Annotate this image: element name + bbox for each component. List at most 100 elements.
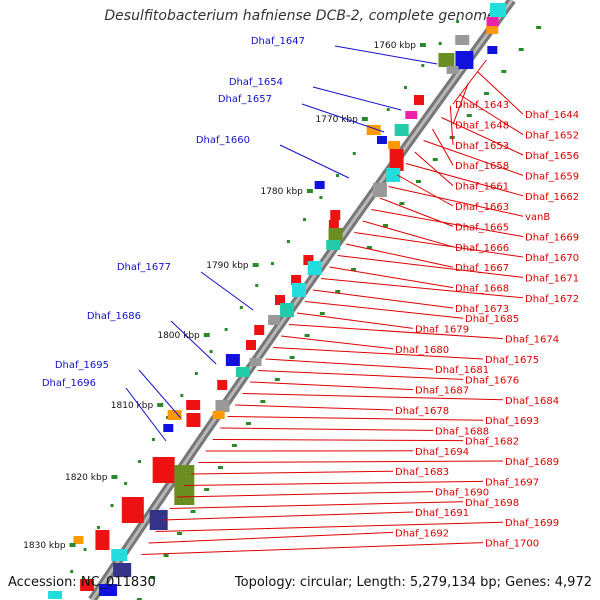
reverse-leader — [273, 347, 484, 360]
tick-dot-left — [83, 548, 87, 551]
gene-glyph — [486, 26, 499, 34]
tick-label: 1800 kbp — [157, 331, 200, 341]
reverse-leader — [304, 301, 464, 319]
reverse-gene-label: Dhaf_1673 — [455, 304, 509, 315]
reverse-gene-label: Dhaf_1698 — [465, 498, 519, 509]
tick-dot-right — [366, 246, 372, 249]
tick-dot-left — [239, 306, 243, 309]
reverse-gene-label: Dhaf_1689 — [505, 457, 559, 468]
tick-dot-right — [246, 422, 252, 425]
tick-dot-left — [352, 152, 356, 155]
topology-summary: Topology: circular; Length: 5,279,134 bp… — [234, 575, 592, 590]
gene-glyph — [275, 295, 285, 305]
tick-label: 1780 kbp — [260, 187, 303, 197]
tick-mark — [361, 117, 368, 121]
tick-mark — [306, 189, 313, 193]
reverse-leader — [250, 381, 414, 391]
reverse-leader — [148, 531, 394, 544]
tick-label: 1760 kbp — [374, 41, 417, 51]
reverse-leader — [452, 82, 469, 125]
gene-glyph — [438, 53, 455, 67]
reverse-leader — [405, 163, 524, 197]
gene-glyph — [268, 315, 281, 325]
reverse-gene-label: Dhaf_1684 — [505, 396, 559, 407]
forward-leader — [138, 369, 182, 419]
tick-dot-right — [274, 378, 280, 381]
forward-gene-label: Dhaf_1677 — [117, 262, 171, 273]
reverse-leader — [288, 324, 504, 340]
forward-leader — [301, 103, 385, 133]
reverse-gene-label: Dhaf_1685 — [465, 314, 519, 325]
gene-glyph — [328, 228, 343, 242]
reverse-leader — [362, 220, 454, 248]
reverse-leader — [477, 71, 524, 115]
tick-dot-left — [70, 570, 74, 573]
reverse-gene-label: Dhaf_1679 — [415, 324, 469, 335]
reverse-gene-label: vanB — [525, 212, 550, 223]
reverse-gene-label: Dhaf_1661 — [455, 182, 509, 193]
forward-gene-label: Dhaf_1647 — [251, 36, 305, 47]
reverse-gene-label: Dhaf_1669 — [525, 233, 579, 244]
reverse-leader — [396, 174, 454, 207]
gene-glyph — [328, 220, 339, 230]
tick-label: 1830 kbp — [23, 541, 66, 551]
reverse-leader — [312, 289, 454, 309]
tick-dot-left — [438, 42, 442, 45]
tick-dot-left — [110, 504, 114, 507]
reverse-leader — [141, 542, 484, 555]
tick-dot-right — [501, 70, 507, 73]
reverse-leader — [321, 278, 524, 299]
reverse-gene-label: Dhaf_1699 — [505, 518, 559, 529]
gene-glyph — [292, 283, 307, 297]
tick-dot-left — [194, 372, 198, 375]
forward-leader — [170, 320, 217, 365]
reverse-leader — [414, 151, 454, 186]
tick-dot-right — [304, 334, 310, 337]
tick-dot-right — [335, 290, 341, 293]
reverse-leader — [296, 312, 414, 329]
reverse-gene-label: Dhaf_1652 — [525, 131, 579, 142]
map-title: Desulfitobacterium hafniense DCB-2, comp… — [104, 8, 496, 24]
gene-glyph — [388, 141, 401, 149]
gene-glyph — [386, 168, 401, 182]
tick-dot-right — [190, 510, 196, 513]
reverse-gene-label: Dhaf_1692 — [395, 528, 449, 539]
gene-glyph — [95, 530, 110, 550]
reverse-gene-label: Dhaf_1700 — [485, 539, 539, 550]
forward-gene-label: Dhaf_1686 — [87, 311, 141, 322]
gene-glyph — [225, 354, 240, 366]
reverse-leader — [459, 94, 524, 136]
gene-glyph — [405, 111, 418, 119]
gene-glyph — [113, 563, 132, 577]
tick-dot-right — [518, 48, 524, 51]
reverse-gene-label: Dhaf_1670 — [525, 253, 579, 264]
reverse-gene-label: Dhaf_1682 — [465, 437, 519, 448]
gene-glyph — [235, 367, 250, 377]
gene-glyph — [217, 380, 228, 390]
forward-gene-label: Dhaf_1660 — [196, 135, 250, 146]
forward-gene-label: Dhaf_1695 — [55, 360, 109, 371]
reverse-leader — [212, 439, 464, 442]
gene-glyph — [487, 46, 498, 54]
gene-glyph — [186, 413, 201, 427]
tick-dot-left — [303, 218, 307, 221]
reverse-gene-label: Dhaf_1693 — [485, 416, 539, 427]
tick-dot-left — [166, 416, 170, 419]
forward-leader — [312, 86, 402, 111]
gene-glyph — [280, 303, 295, 317]
tick-label: 1790 kbp — [206, 261, 249, 271]
reverse-gene-label: Dhaf_1691 — [415, 508, 469, 519]
gene-glyph — [163, 424, 174, 432]
reverse-gene-label: Dhaf_1688 — [435, 426, 489, 437]
gene-glyph — [394, 124, 409, 136]
tick-dot-right — [350, 268, 356, 271]
tick-dot-right — [432, 158, 438, 161]
reverse-leader — [220, 427, 434, 431]
tick-label: 1820 kbp — [65, 473, 108, 483]
reverse-leader — [198, 460, 504, 463]
tick-dot-right — [260, 400, 266, 403]
gene-glyph — [446, 66, 459, 74]
reverse-leader — [162, 511, 414, 521]
reverse-leader — [329, 266, 454, 289]
